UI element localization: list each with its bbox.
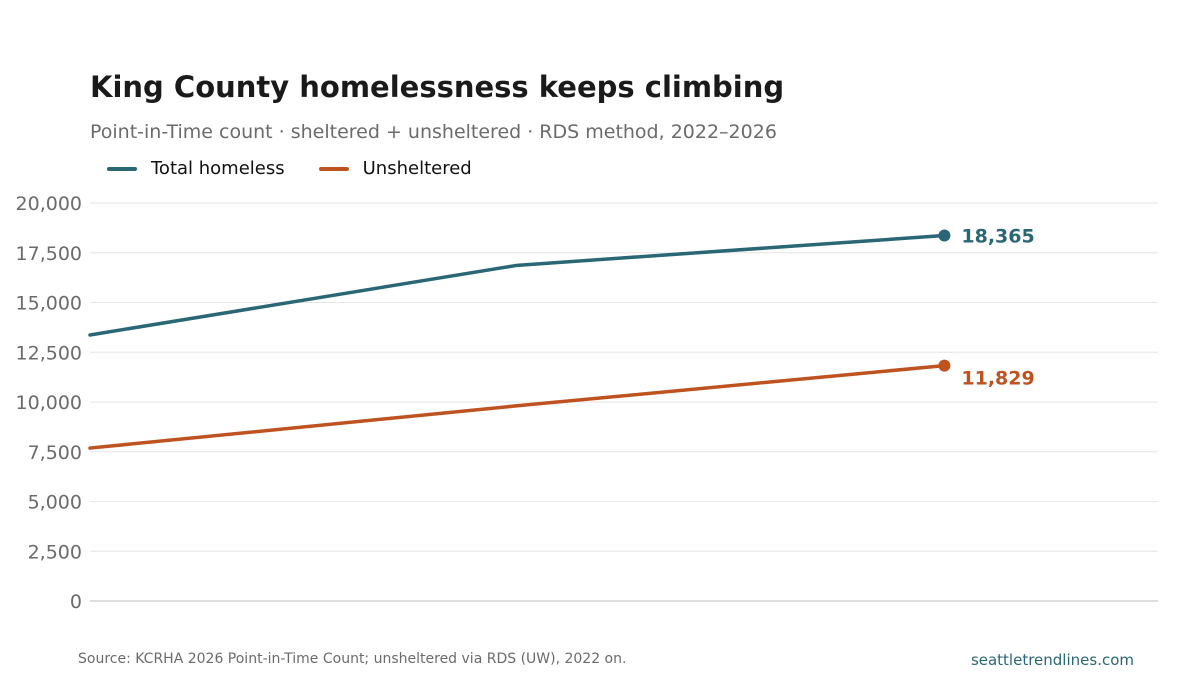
chart-subtitle: Point-in-Time count · sheltered + unshel… <box>90 121 777 143</box>
y-tick-label: 17,500 <box>16 243 82 265</box>
site-link[interactable]: seattletrendlines.com <box>970 651 1134 669</box>
series-line-1 <box>88 363 947 450</box>
y-tick-label: 12,500 <box>16 342 82 364</box>
y-tick-label: 10,000 <box>16 392 82 414</box>
y-tick-label: 5,000 <box>28 492 82 514</box>
chart-title: King County homelessness keeps climbing <box>90 70 785 104</box>
legend-swatch-unsheltered <box>318 166 349 171</box>
legend-swatch-total <box>107 166 137 171</box>
end-point-0 <box>938 229 951 242</box>
y-tick-label: 2,500 <box>28 541 82 563</box>
legend-item-unsheltered: Unsheltered <box>318 158 472 179</box>
end-point-1 <box>938 359 951 372</box>
y-tick-label: 7,500 <box>28 442 82 464</box>
legend-label-total: Total homeless <box>151 158 285 179</box>
y-tick-label: 15,000 <box>16 293 82 315</box>
end-label-1: 11,829 <box>961 368 1034 390</box>
legend: Total homeless Unsheltered <box>107 158 506 179</box>
end-label-0: 18,365 <box>961 226 1034 248</box>
y-tick-label: 0 <box>70 591 82 613</box>
series-line-0 <box>88 233 947 337</box>
source-note: Source: KCRHA 2026 Point-in-Time Count; … <box>78 651 627 667</box>
legend-item-total: Total homeless <box>107 158 285 179</box>
legend-label-unsheltered: Unsheltered <box>362 158 472 179</box>
y-tick-label: 20,000 <box>16 193 82 215</box>
